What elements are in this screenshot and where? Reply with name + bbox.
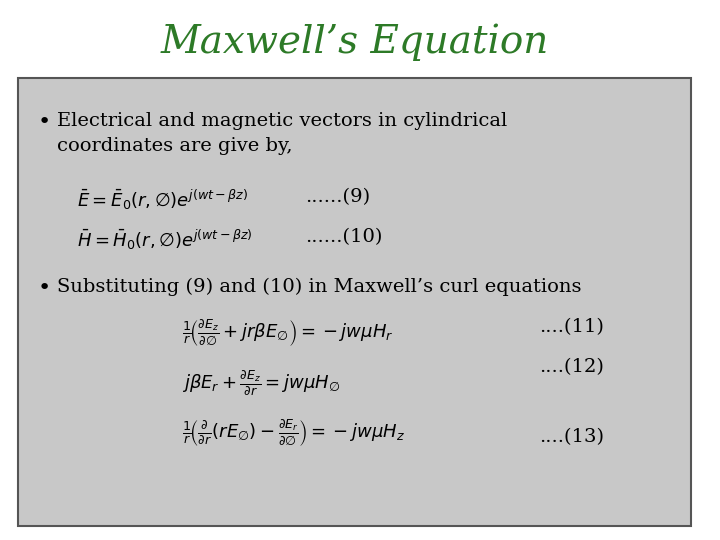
Text: $j\beta E_r + \frac{\partial E_z}{\partial r} = jw\mu H_\emptyset$: $j\beta E_r + \frac{\partial E_z}{\parti… [182,368,341,396]
Text: •: • [37,112,50,132]
Text: Electrical and magnetic vectors in cylindrical
coordinates are give by,: Electrical and magnetic vectors in cylin… [57,112,508,155]
Text: ......(10): ......(10) [305,228,382,246]
Text: ....(13): ....(13) [539,428,604,446]
Text: Maxwell’s Equation: Maxwell’s Equation [160,23,549,60]
Text: $\frac{1}{r}\!\left(\frac{\partial E_z}{\partial \emptyset} + jr\beta E_\emptyse: $\frac{1}{r}\!\left(\frac{\partial E_z}{… [182,318,394,349]
Text: ....(11): ....(11) [539,318,604,336]
Text: •: • [37,278,50,298]
Text: $\bar{E} = \bar{E}_0(r,\emptyset)e^{j(wt-\beta z)}$: $\bar{E} = \bar{E}_0(r,\emptyset)e^{j(wt… [77,188,248,212]
FancyBboxPatch shape [18,78,690,526]
Text: ....(12): ....(12) [539,358,604,376]
Text: $\bar{H} = \bar{H}_0(r,\emptyset)e^{j(wt-\beta z)}$: $\bar{H} = \bar{H}_0(r,\emptyset)e^{j(wt… [77,228,253,252]
Text: ......(9): ......(9) [305,188,370,206]
Text: Substituting (9) and (10) in Maxwell’s curl equations: Substituting (9) and (10) in Maxwell’s c… [57,278,582,296]
Text: $\frac{1}{r}\!\left(\frac{\partial}{\partial r}(rE_\emptyset) - \frac{\partial E: $\frac{1}{r}\!\left(\frac{\partial}{\par… [182,418,405,449]
